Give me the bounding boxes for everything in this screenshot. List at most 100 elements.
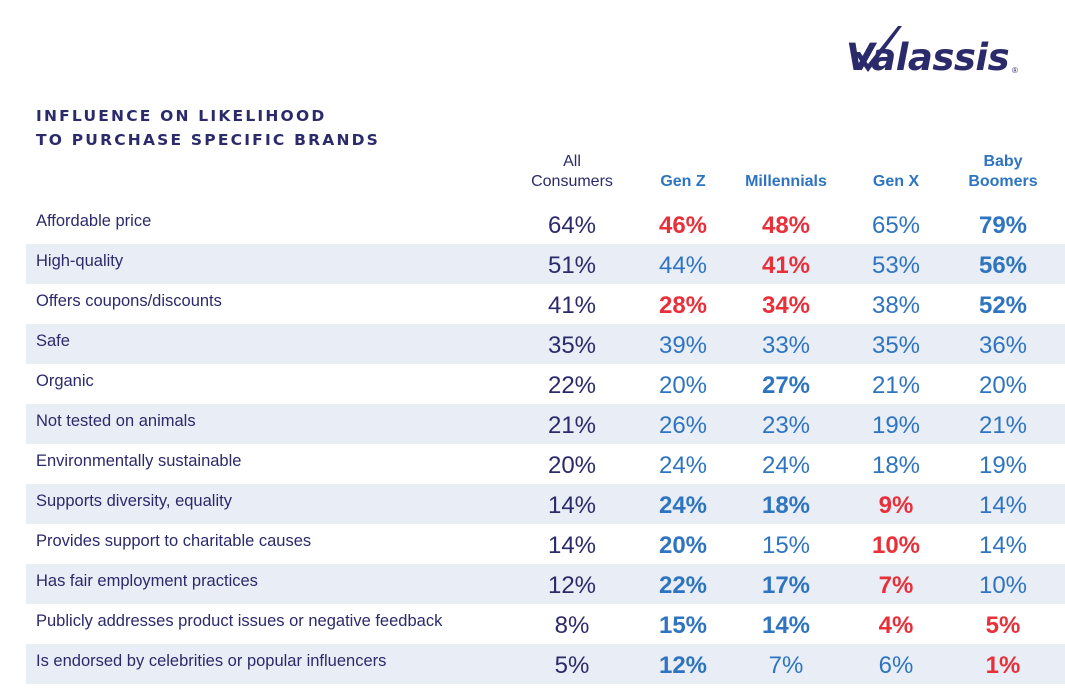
data-value: 19% [978, 452, 1028, 479]
data-value: 18% [871, 452, 921, 479]
check-swoosh-icon [854, 26, 902, 72]
data-value: 35% [547, 332, 597, 359]
data-value: 14% [978, 492, 1028, 519]
row-label: Offers coupons/discounts [36, 292, 222, 310]
data-value: 22% [547, 372, 597, 399]
data-value: 48% [761, 212, 811, 239]
data-value: 10% [871, 532, 921, 559]
row-label: Provides support to charitable causes [36, 532, 312, 550]
registered-mark: ® [1012, 66, 1018, 75]
data-value: 24% [658, 492, 708, 519]
column-header-line: Baby [983, 153, 1023, 170]
data-value: 19% [871, 412, 921, 439]
title-line-1: INFLUENCE ON LIKELIHOOD [36, 107, 327, 125]
row-label: Has fair employment practices [36, 572, 258, 590]
table-row: High-quality 51% 44% 41% 53% 56% [26, 244, 1065, 284]
data-value: 35% [871, 332, 921, 359]
data-value: 6% [878, 652, 914, 679]
page-title: INFLUENCE ON LIKELIHOOD TO PURCHASE SPEC… [36, 104, 380, 152]
data-value: 24% [761, 452, 811, 479]
data-value: 46% [658, 212, 708, 239]
data-value: 44% [658, 252, 708, 279]
data-value: 22% [658, 572, 708, 599]
column-header: Millennials [721, 172, 851, 192]
data-value: 14% [978, 532, 1028, 559]
data-value: 14% [761, 612, 811, 639]
data-value: 15% [761, 532, 811, 559]
data-value: 5% [985, 612, 1021, 639]
data-value: 12% [547, 572, 597, 599]
data-value: 24% [658, 452, 708, 479]
data-value: 20% [978, 372, 1028, 399]
data-value: 20% [658, 532, 708, 559]
data-value: 28% [658, 292, 708, 319]
data-value: 27% [761, 372, 811, 399]
data-value: 21% [978, 412, 1028, 439]
data-value: 51% [547, 252, 597, 279]
row-label: Organic [36, 372, 94, 390]
table-row: Offers coupons/discounts 41% 28% 34% 38% 52% [26, 284, 1065, 324]
data-value: 41% [761, 252, 811, 279]
data-value: 53% [871, 252, 921, 279]
data-value: 18% [761, 492, 811, 519]
data-value: 38% [871, 292, 921, 319]
data-value: 14% [547, 532, 597, 559]
column-header-line: Gen X [872, 173, 920, 190]
table-row: Is endorsed by celebrities or popular in… [26, 644, 1065, 684]
data-value: 7% [878, 572, 914, 599]
brand-name: Valassis [846, 36, 1010, 79]
table-row: Not tested on animals 21% 26% 23% 19% 21% [26, 404, 1065, 444]
row-label: Supports diversity, equality [36, 492, 232, 510]
data-value: 52% [978, 292, 1028, 319]
data-value: 1% [985, 652, 1021, 679]
data-value: 20% [547, 452, 597, 479]
data-value: 7% [768, 652, 804, 679]
column-header: All Consumers [507, 152, 637, 192]
data-value: 17% [761, 572, 811, 599]
row-label: Safe [36, 332, 70, 350]
data-value: 5% [554, 652, 590, 679]
data-value: 9% [878, 492, 914, 519]
data-value: 64% [547, 212, 597, 239]
data-value: 20% [658, 372, 708, 399]
data-value: 15% [658, 612, 708, 639]
data-value: 21% [547, 412, 597, 439]
data-value: 33% [761, 332, 811, 359]
row-label: High-quality [36, 252, 124, 270]
row-label: Is endorsed by celebrities or popular in… [36, 652, 387, 670]
data-value: 65% [871, 212, 921, 239]
table-row: Organic 22% 20% 27% 21% 20% [26, 364, 1065, 404]
data-value: 23% [761, 412, 811, 439]
data-value: 39% [658, 332, 708, 359]
data-value: 56% [978, 252, 1028, 279]
row-label: Not tested on animals [36, 412, 196, 430]
valassis-logo: Valassis ® [846, 22, 1036, 92]
column-header-line: Millennials [745, 173, 827, 190]
column-header-line: Boomers [968, 173, 1038, 190]
data-value: 36% [978, 332, 1028, 359]
table-row: Publicly addresses product issues or neg… [26, 604, 1065, 644]
data-value: 14% [547, 492, 597, 519]
column-header: Gen X [831, 172, 961, 192]
data-value: 4% [878, 612, 914, 639]
data-value: 79% [978, 212, 1028, 239]
row-label: Affordable price [36, 212, 152, 230]
title-line-2: TO PURCHASE SPECIFIC BRANDS [36, 131, 381, 149]
column-header: Gen Z [618, 172, 748, 192]
data-value: 10% [978, 572, 1028, 599]
data-value: 34% [761, 292, 811, 319]
data-value: 12% [658, 652, 708, 679]
data-value: 26% [658, 412, 708, 439]
column-header-line: Consumers [531, 173, 613, 190]
table-row: Has fair employment practices 12% 22% 17% 7%… [26, 564, 1065, 604]
data-value: 21% [871, 372, 921, 399]
column-header-line: All [563, 153, 581, 170]
column-header-line: Gen Z [660, 173, 706, 190]
data-value: 8% [554, 612, 590, 639]
table-row: Environmentally sustainable 20% 24% 24% 18% 1… [26, 444, 1065, 484]
row-label: Environmentally sustainable [36, 452, 242, 470]
table-row: Safe 35% 39% 33% 35% 36% [26, 324, 1065, 364]
data-value: 41% [547, 292, 597, 319]
column-header: Baby Boomers [938, 152, 1065, 192]
table-row: Supports diversity, equality 14% 24% 18% 9% 1… [26, 484, 1065, 524]
